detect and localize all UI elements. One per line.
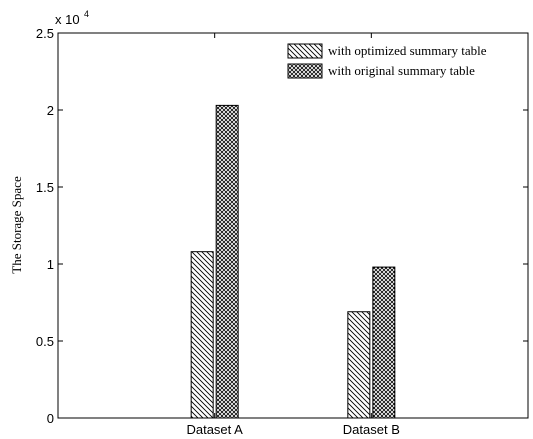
y-tick-label: 2.5 — [36, 26, 54, 41]
y-axis-label: The Storage Space — [9, 176, 24, 274]
x-tick-label: Dataset B — [343, 422, 400, 437]
x-axis: Dataset A Dataset B — [186, 33, 400, 437]
legend-swatch-2 — [287, 63, 323, 79]
y-tick-label: 1 — [47, 257, 54, 272]
bar-2-dataset-b — [372, 266, 396, 419]
bar-1-dataset-a — [190, 251, 214, 419]
legend: with optimized summary table with origina… — [287, 43, 487, 79]
y-tick-label: 0 — [47, 411, 54, 426]
x-tick-label: Dataset A — [186, 422, 243, 437]
bar-2-dataset-a — [215, 104, 239, 419]
bars-layer — [190, 104, 396, 419]
y-axis: 0 0.5 1 1.5 2 2.5 — [36, 26, 528, 426]
y-tick-label: 1.5 — [36, 180, 54, 195]
legend-label-2: with original summary table — [328, 63, 475, 78]
axis-exponent: x 10 4 — [55, 9, 89, 27]
exponent-base: x 10 — [55, 12, 80, 27]
exponent-power: 4 — [84, 9, 89, 19]
bar-1-dataset-b — [347, 311, 371, 419]
plot-frame — [57, 32, 529, 419]
y-tick-label: 2 — [47, 103, 54, 118]
legend-label-1: with optimized summary table — [328, 43, 487, 58]
y-tick-label: 0.5 — [36, 334, 54, 349]
legend-swatch-1 — [287, 43, 323, 59]
